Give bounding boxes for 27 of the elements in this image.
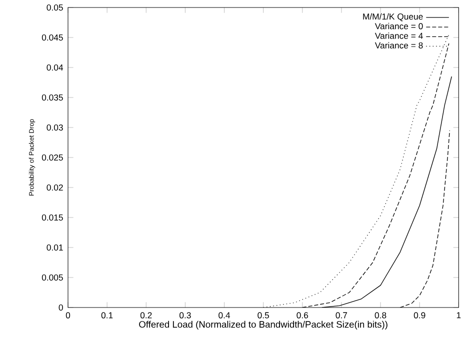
y-tick-label: 0.025	[42, 154, 63, 161]
y-tick-label: 0	[58, 304, 63, 311]
y-tick-label: 0.05	[46, 4, 63, 11]
x-tick-label: 1	[456, 312, 461, 318]
x-tick-label: 0.9	[414, 312, 426, 319]
x-tick-label: 0.2	[140, 312, 152, 319]
x-tick-label: 0.5	[258, 312, 269, 319]
legend-label: M/M/1/K Queue	[363, 14, 423, 22]
y-tick-label: 0.035	[42, 94, 63, 101]
y-tick-label: 0.015	[42, 214, 63, 221]
x-tick-label: 0.6	[296, 312, 308, 319]
x-tick-label: 0.8	[374, 312, 386, 319]
y-tick-label: 0.045	[42, 34, 63, 41]
y-tick-label: 0.01	[46, 244, 63, 251]
legend-label: Variance = 4	[374, 32, 423, 40]
x-tick-label: 0.3	[180, 312, 191, 319]
legend-label: Variance = 0	[374, 23, 423, 30]
x-tick-label: 0.7	[336, 312, 348, 319]
y-tick-label: 0.04	[46, 64, 64, 71]
y-tick-label: 0.005	[42, 274, 63, 281]
x-axis-title: Offered Load (Normalized to Bandwidth/Packet Size(in bits))	[139, 321, 388, 330]
x-tick-label: 0.1	[101, 312, 113, 319]
y-tick-label: 0.03	[46, 124, 63, 131]
y-tick-label: 0.02	[46, 184, 63, 191]
x-tick-label: 0.4	[218, 312, 230, 319]
legend-label: Variance = 8	[374, 42, 423, 49]
x-tick-label: 0	[66, 312, 70, 319]
